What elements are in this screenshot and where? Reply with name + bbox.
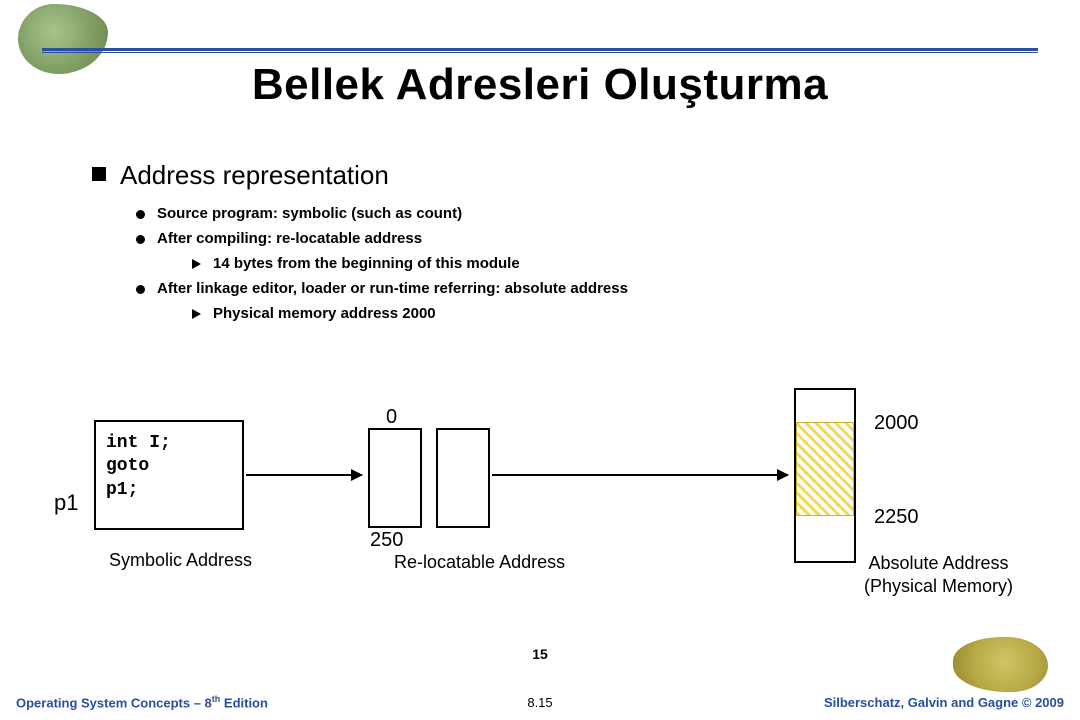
title-rule-thin [42, 52, 1038, 53]
bullet-level1-text: Address representation [120, 160, 389, 191]
bullet-level2-1: After compiling: re-locatable address [136, 230, 1020, 247]
code-line-3: p1; [106, 479, 232, 502]
bullet-level2-text: Source program: symbolic (such as count) [157, 205, 462, 222]
bullet-level2-2: After linkage editor, loader or run-time… [136, 280, 1020, 297]
arrow-bullet-icon [192, 259, 201, 269]
code-line-2: goto [106, 455, 232, 478]
p1-label: p1 [54, 490, 78, 516]
arrow-bullet-icon [192, 309, 201, 319]
absolute-hatched-region [796, 422, 854, 516]
bullet-level3-2: Physical memory address 2000 [192, 305, 1020, 322]
relocatable-box-1 [368, 428, 422, 528]
relocatable-caption: Re-locatable Address [394, 552, 565, 573]
dot-bullet-icon [136, 285, 145, 294]
code-line-1: int I; [106, 432, 232, 455]
bullet-level2-0: Source program: symbolic (such as count) [136, 205, 1020, 222]
dot-bullet-icon [136, 235, 145, 244]
footer-right: Silberschatz, Galvin and Gagne © 2009 [824, 695, 1064, 710]
relocatable-box-2 [436, 428, 490, 528]
absolute-caption-l2: (Physical Memory) [864, 575, 1013, 598]
arrow-sym-to-reloc [246, 474, 362, 476]
bullet-level1: Address representation [92, 160, 1020, 191]
arrow-reloc-to-abs [492, 474, 788, 476]
absolute-caption-l1: Absolute Address [864, 552, 1013, 575]
title-rule-thick [42, 48, 1038, 51]
symbolic-box: int I; goto p1; [94, 420, 244, 530]
absolute-caption: Absolute Address (Physical Memory) [864, 552, 1013, 597]
reloc-bottom-value: 250 [370, 529, 403, 552]
bullet-level2-text: After linkage editor, loader or run-time… [157, 280, 628, 297]
bullet-level3-text: 14 bytes from the beginning of this modu… [213, 255, 520, 272]
slide-title: Bellek Adresleri Oluşturma [0, 60, 1080, 110]
page-number-small: 15 [0, 646, 1080, 662]
bullet-level2-text: After compiling: re-locatable address [157, 230, 422, 247]
bullet-level3-1: 14 bytes from the beginning of this modu… [192, 255, 1020, 272]
bullet-level3-text: Physical memory address 2000 [213, 305, 436, 322]
slide: Bellek Adresleri Oluşturma Address repre… [0, 0, 1080, 720]
absolute-top-value: 2000 [874, 412, 919, 435]
symbolic-caption: Symbolic Address [109, 550, 252, 571]
dot-bullet-icon [136, 210, 145, 219]
dinosaur-bottom-decoration [953, 637, 1048, 692]
content-body: Address representation Source program: s… [92, 160, 1020, 328]
reloc-top-value: 0 [386, 406, 397, 429]
absolute-bottom-value: 2250 [874, 506, 919, 529]
address-diagram: p1 int I; goto p1; Symbolic Address 0 25… [54, 420, 1040, 630]
square-bullet-icon [92, 167, 106, 181]
